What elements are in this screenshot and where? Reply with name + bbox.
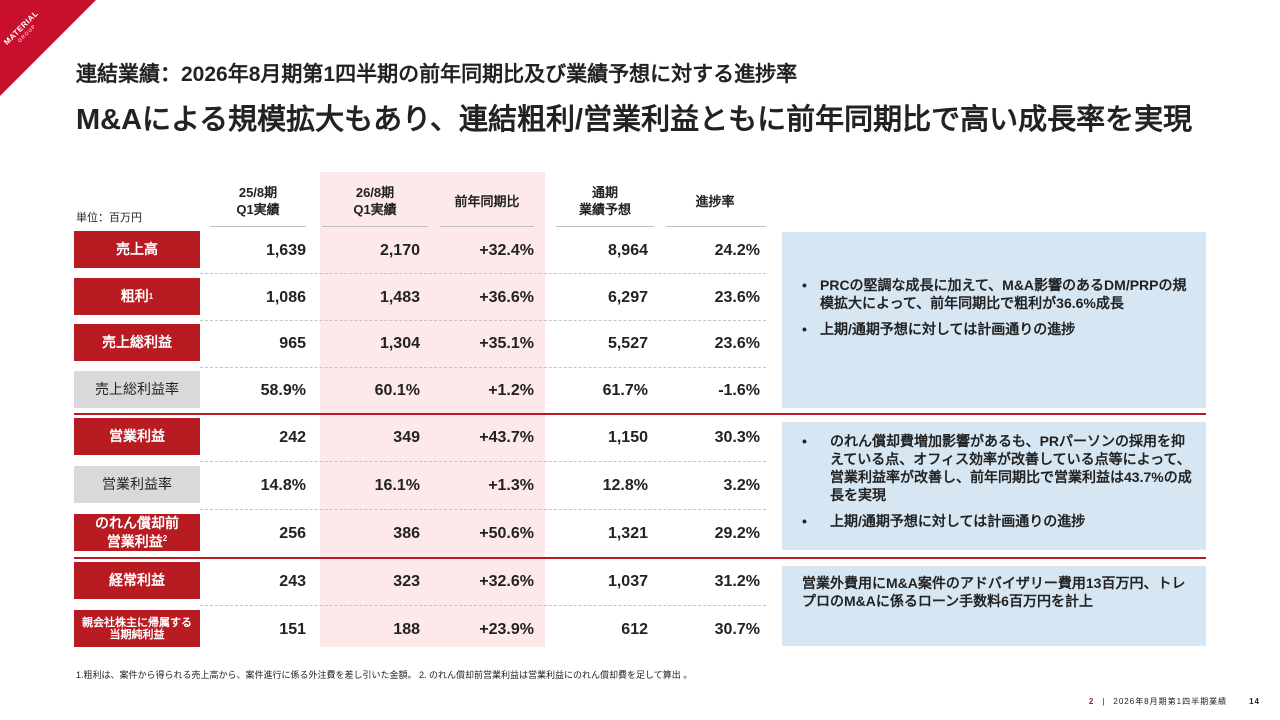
note-bullet: のれん償却費増加影響があるも、PRパーソンの採用を抑えている点、オフィス効率が改… — [800, 432, 1196, 504]
value-forecast: 12.8% — [602, 477, 648, 494]
page-footer: 2 | 2026年8月期第1四半期業績 14 — [1089, 696, 1260, 707]
row-label: 売上総利益 — [74, 324, 200, 361]
highlight-column — [320, 172, 545, 647]
value-prev-q1: 243 — [279, 573, 306, 590]
value-forecast: 1,321 — [607, 525, 648, 542]
value-curr-q1: 323 — [393, 573, 420, 590]
value-curr-q1: 386 — [393, 525, 420, 542]
value-curr-q1: 60.1% — [374, 382, 420, 399]
table-row-gross-margin: 粗利 1 1,086 1,483 +36.6% 6,297 23.6% — [0, 275, 780, 321]
value-prev-q1: 256 — [279, 525, 306, 542]
value-progress: 31.2% — [714, 573, 760, 590]
table-row-operating-margin: 営業利益率 14.8% 16.1% +1.3% 12.8% 3.2% — [0, 463, 780, 509]
value-progress: 3.2% — [723, 477, 760, 494]
value-curr-q1: 188 — [393, 621, 420, 638]
footnote: 1.粗利は、案件から得られる売上高から、案件進行に係る外注費を差し引いた金額。 … — [76, 670, 693, 680]
section-separator — [74, 413, 1206, 415]
row-label: 売上総利益率 — [74, 371, 200, 408]
table-row-net-income: 親会社株主に帰属する 当期純利益 151 188 +23.9% 612 30.7% — [0, 607, 780, 653]
value-progress: 30.3% — [714, 429, 760, 446]
value-progress: 24.2% — [714, 242, 760, 259]
header-underline — [556, 226, 654, 227]
value-prev-q1: 1,086 — [265, 289, 306, 306]
value-curr-q1: 1,483 — [379, 289, 420, 306]
value-forecast: 1,037 — [607, 573, 648, 590]
table-row-operating-profit: 営業利益 242 349 +43.7% 1,150 30.3% — [0, 415, 780, 461]
header-underline — [440, 226, 534, 227]
row-divider — [200, 367, 766, 368]
value-forecast: 8,964 — [607, 242, 648, 259]
footer-divider: | — [1102, 697, 1106, 706]
value-forecast: 61.7% — [602, 382, 648, 399]
value-yoy: +23.9% — [479, 621, 534, 638]
note-box-gross-profit: PRCの堅調な成長に加えて、M&A影響のあるDM/PRPの規模拡大によって、前年… — [782, 232, 1206, 408]
value-yoy: +32.4% — [479, 242, 534, 259]
table-row-gross-profit: 売上総利益 965 1,304 +35.1% 5,527 23.6% — [0, 321, 780, 367]
row-label: 親会社株主に帰属する 当期純利益 — [74, 610, 200, 647]
value-progress: 29.2% — [714, 525, 760, 542]
value-curr-q1: 16.1% — [374, 477, 420, 494]
row-label: 営業利益率 — [74, 466, 200, 503]
row-divider — [200, 461, 766, 462]
value-progress: -1.6% — [718, 382, 760, 399]
value-prev-q1: 965 — [279, 335, 306, 352]
value-curr-q1: 349 — [393, 429, 420, 446]
unit-label: 単位：百万円 — [76, 212, 142, 224]
row-label: 経常利益 — [74, 562, 200, 599]
value-yoy: +1.2% — [488, 382, 534, 399]
row-divider — [200, 605, 766, 606]
value-yoy: +50.6% — [479, 525, 534, 542]
row-label: 粗利 1 — [74, 278, 200, 315]
note-bullet: 上期/通期予想に対しては計画通りの進捗 — [800, 320, 1192, 338]
value-yoy: +36.6% — [479, 289, 534, 306]
page-number: 14 — [1249, 697, 1260, 706]
row-label: のれん償却前 営業利益2 — [74, 514, 200, 551]
value-curr-q1: 1,304 — [379, 335, 420, 352]
table-row-gross-profit-rate: 売上総利益率 58.9% 60.1% +1.2% 61.7% -1.6% — [0, 368, 780, 414]
row-label: 営業利益 — [74, 418, 200, 455]
column-header-progress: 進捗率 — [695, 194, 735, 209]
note-bullet: PRCの堅調な成長に加えて、M&A影響のあるDM/PRPの規模拡大によって、前年… — [800, 276, 1192, 312]
value-yoy: +35.1% — [479, 335, 534, 352]
corner-ribbon — [0, 0, 96, 96]
header-underline — [210, 226, 306, 227]
table-row-sales: 売上高 1,639 2,170 +32.4% 8,964 24.2% — [0, 228, 780, 274]
column-header-curr-q1: 26/8期 Q1実績 — [353, 185, 397, 217]
column-header-yoy: 前年同期比 — [454, 194, 520, 209]
value-prev-q1: 14.8% — [260, 477, 306, 494]
table-row-ebitda-like: のれん償却前 営業利益2 256 386 +50.6% 1,321 29.2% — [0, 511, 780, 557]
value-yoy: +32.6% — [479, 573, 534, 590]
note-box-ordinary-profit: 営業外費用にM&A案件のアドバイザリー費用13百万円、トレプロのM&Aに係るロー… — [782, 566, 1206, 646]
footer-section-number: 2 — [1088, 697, 1095, 706]
row-divider — [200, 320, 766, 321]
value-forecast: 6,297 — [607, 289, 648, 306]
footer-title: 2026年8月期第1四半期業績 — [1113, 697, 1228, 706]
note-box-operating-profit: のれん償却費増加影響があるも、PRパーソンの採用を抑えている点、オフィス効率が改… — [782, 422, 1206, 550]
value-prev-q1: 58.9% — [260, 382, 306, 399]
section-separator — [74, 557, 1206, 559]
column-header-forecast: 通期 業績予想 — [578, 185, 631, 217]
value-progress: 23.6% — [714, 289, 760, 306]
row-divider — [200, 273, 766, 274]
value-forecast: 612 — [621, 621, 648, 638]
value-progress: 23.6% — [714, 335, 760, 352]
note-bullet: 上期/通期予想に対しては計画通りの進捗 — [800, 512, 1196, 530]
value-prev-q1: 151 — [279, 621, 306, 638]
row-divider — [200, 509, 766, 510]
header-underline — [322, 226, 428, 227]
header-underline — [666, 226, 766, 227]
value-yoy: +1.3% — [488, 477, 534, 494]
value-progress: 30.7% — [714, 621, 760, 638]
slide-title: M&Aによる規模拡大もあり、連結粗利/営業利益ともに前年同期比で高い成長率を実現 — [76, 104, 1193, 136]
table-row-ordinary-profit: 経常利益 243 323 +32.6% 1,037 31.2% — [0, 559, 780, 605]
value-curr-q1: 2,170 — [379, 242, 420, 259]
row-label: 売上高 — [74, 231, 200, 268]
value-prev-q1: 1,639 — [265, 242, 306, 259]
value-forecast: 5,527 — [607, 335, 648, 352]
value-forecast: 1,150 — [607, 429, 648, 446]
value-yoy: +43.7% — [479, 429, 534, 446]
column-header-prev-q1: 25/8期 Q1実績 — [236, 185, 280, 217]
slide-subtitle: 連結業績：2026年8月期第1四半期の前年同期比及び業績予想に対する進捗率 — [76, 63, 798, 86]
value-prev-q1: 242 — [279, 429, 306, 446]
